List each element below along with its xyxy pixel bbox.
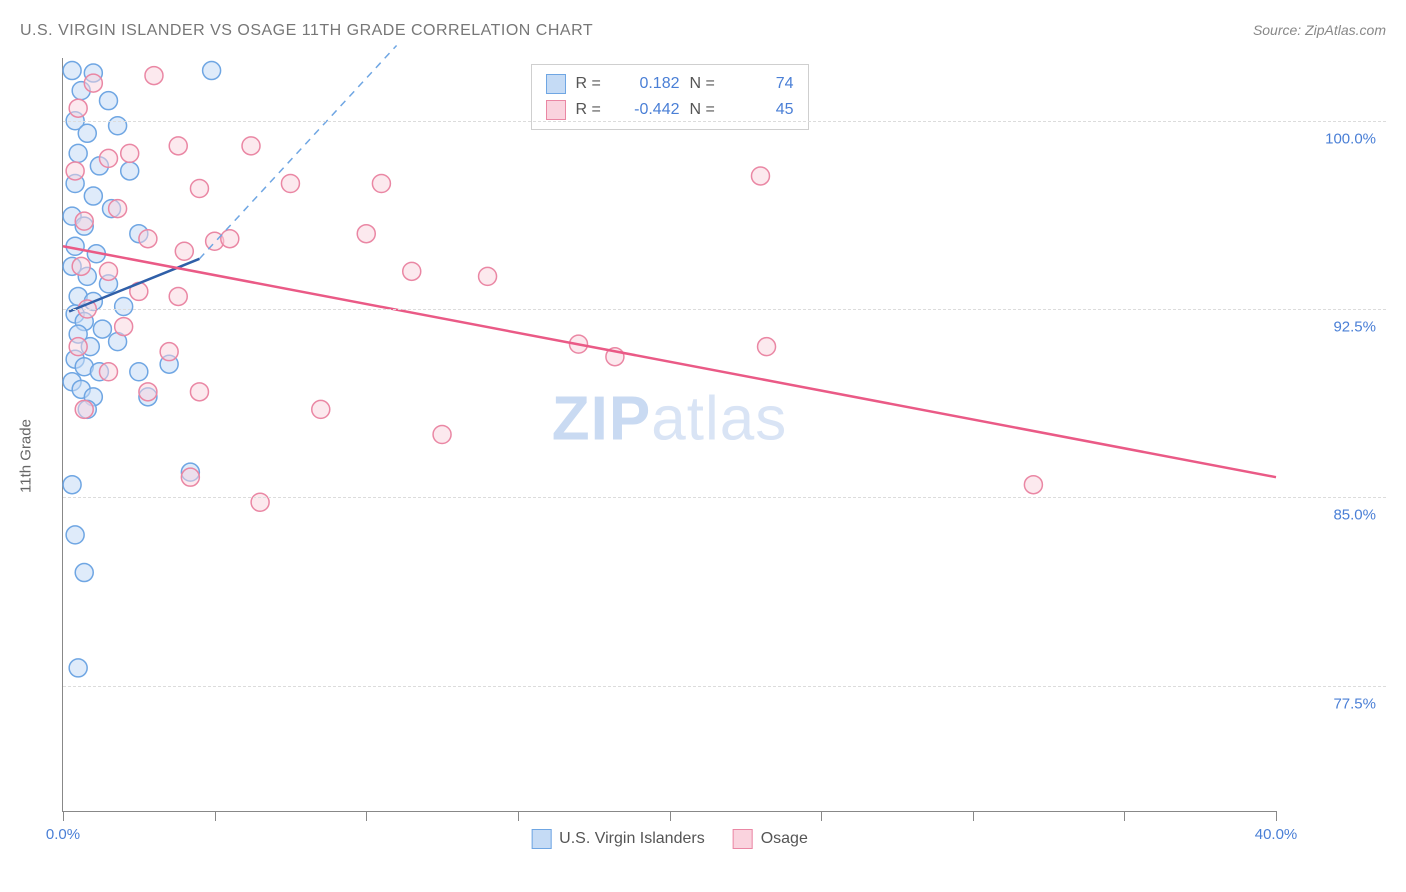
x-tick [215, 811, 216, 821]
scatter-point [75, 212, 93, 230]
scatter-point [78, 124, 96, 142]
x-tick [973, 811, 974, 821]
legend-r-label: R = [576, 71, 610, 97]
x-tick [1124, 811, 1125, 821]
scatter-point [190, 383, 208, 401]
scatter-point [63, 62, 81, 80]
legend-stat-row: R = 0.182 N = 74 [546, 71, 794, 97]
scatter-point [312, 400, 330, 418]
source-label: Source: ZipAtlas.com [1253, 22, 1386, 38]
x-tick-label: 0.0% [46, 826, 80, 843]
legend-swatch [733, 829, 753, 849]
x-tick-label: 40.0% [1255, 826, 1298, 843]
scatter-point [99, 92, 117, 110]
scatter-point [69, 144, 87, 162]
scatter-point [99, 363, 117, 381]
scatter-point [84, 187, 102, 205]
scatter-point [1024, 476, 1042, 494]
scatter-point [251, 493, 269, 511]
x-tick [670, 811, 671, 821]
trend-line [63, 246, 1276, 477]
scatter-point [357, 225, 375, 243]
legend-n-label: N = [690, 97, 724, 123]
scatter-point [221, 230, 239, 248]
scatter-point [139, 383, 157, 401]
scatter-point [372, 175, 390, 193]
scatter-point [121, 162, 139, 180]
legend-swatch [546, 74, 566, 94]
scatter-point [130, 363, 148, 381]
legend-n-label: N = [690, 71, 724, 97]
gridline-h [63, 497, 1386, 498]
scatter-point [121, 144, 139, 162]
legend-swatch [531, 829, 551, 849]
scatter-point [69, 338, 87, 356]
scatter-point [66, 526, 84, 544]
scatter-point [93, 320, 111, 338]
scatter-point [63, 476, 81, 494]
scatter-point [75, 400, 93, 418]
legend-series-item: U.S. Virgin Islanders [531, 829, 705, 849]
legend-series-item: Osage [733, 829, 808, 849]
plot-container: 11th Grade ZIPatlas R =0.182N =74R =-0.4… [20, 54, 1386, 857]
scatter-point [181, 468, 199, 486]
scatter-point [758, 338, 776, 356]
legend-series: U.S. Virgin Islanders Osage [531, 829, 808, 849]
scatter-point [242, 137, 260, 155]
y-axis-label: 11th Grade [18, 419, 35, 493]
gridline-h [63, 309, 1386, 310]
scatter-point [175, 242, 193, 260]
y-tick-label: 100.0% [1286, 130, 1376, 147]
scatter-point [109, 117, 127, 135]
legend-r-label: R = [576, 97, 610, 123]
scatter-point [751, 167, 769, 185]
gridline-h [63, 686, 1386, 687]
x-tick [1276, 811, 1277, 821]
scatter-point [190, 180, 208, 198]
plot-area: ZIPatlas R =0.182N =74R =-0.442N =45 U.S… [62, 58, 1276, 812]
scatter-point [115, 318, 133, 336]
scatter-point [479, 267, 497, 285]
scatter-point [281, 175, 299, 193]
x-tick [821, 811, 822, 821]
legend-n-value: 45 [734, 97, 794, 123]
x-tick [366, 811, 367, 821]
scatter-point [403, 262, 421, 280]
scatter-point [109, 200, 127, 218]
y-tick-label: 92.5% [1286, 319, 1376, 336]
y-tick-label: 77.5% [1286, 695, 1376, 712]
legend-swatch [546, 100, 566, 120]
chart-title: U.S. VIRGIN ISLANDER VS OSAGE 11TH GRADE… [20, 22, 593, 40]
x-tick [63, 811, 64, 821]
legend-series-label: U.S. Virgin Islanders [559, 830, 705, 848]
scatter-point [145, 67, 163, 85]
scatter-point [99, 262, 117, 280]
scatter-point [169, 137, 187, 155]
scatter-point [99, 149, 117, 167]
scatter-overlay [63, 58, 1276, 811]
y-tick-label: 85.0% [1286, 507, 1376, 524]
scatter-point [72, 257, 90, 275]
scatter-point [115, 297, 133, 315]
scatter-point [69, 99, 87, 117]
x-tick [518, 811, 519, 821]
scatter-point [84, 74, 102, 92]
legend-stat-row: R = -0.442 N = 45 [546, 97, 794, 123]
legend-r-value: 0.182 [620, 71, 680, 97]
legend-r-value: -0.442 [620, 97, 680, 123]
scatter-point [169, 287, 187, 305]
scatter-point [433, 426, 451, 444]
legend-series-label: Osage [761, 830, 808, 848]
legend-n-value: 74 [734, 71, 794, 97]
scatter-point [66, 162, 84, 180]
scatter-point [75, 564, 93, 582]
scatter-point [139, 230, 157, 248]
scatter-point [69, 659, 87, 677]
gridline-h [63, 121, 1386, 122]
scatter-point [203, 62, 221, 80]
scatter-point [160, 343, 178, 361]
